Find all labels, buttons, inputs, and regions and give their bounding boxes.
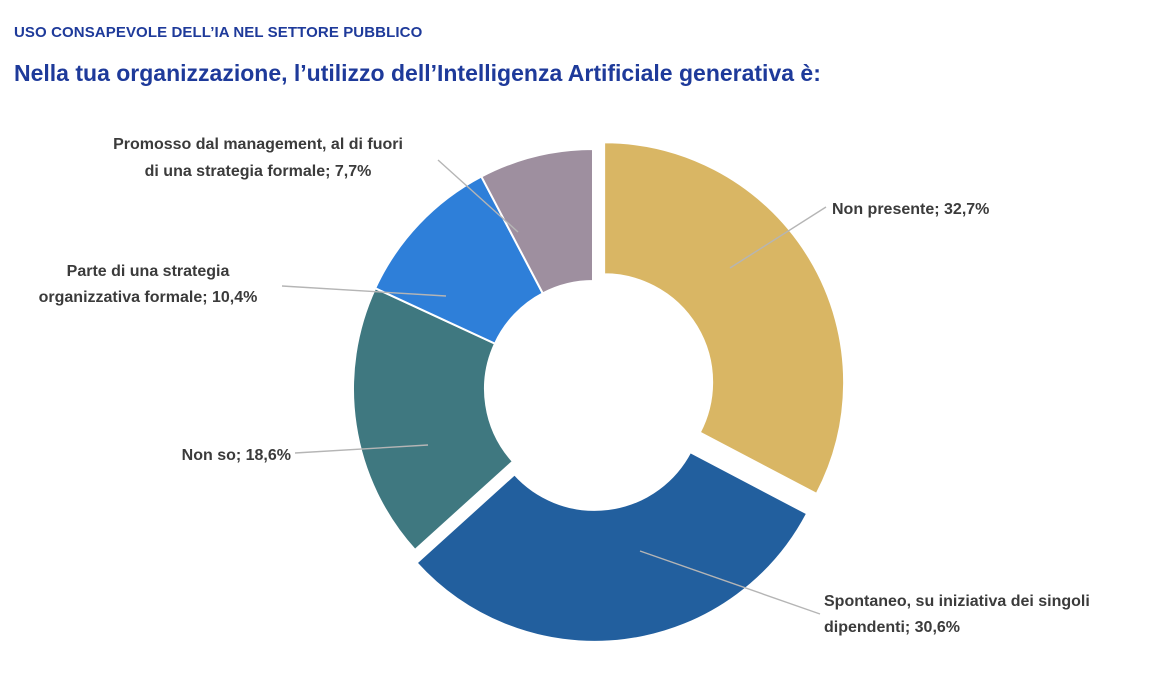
slice-label: Non presente; 32,7% <box>832 201 989 218</box>
donut-slice <box>480 147 594 295</box>
donut-slice <box>415 450 809 643</box>
chart-kicker: USO CONSAPEVOLE DELL’IA NEL SETTORE PUBB… <box>14 24 423 41</box>
chart-title: Nella tua organizzazione, l’utilizzo del… <box>14 60 821 86</box>
leader-line <box>639 550 821 615</box>
leader-line <box>437 159 519 233</box>
slice-label: Non so; 18,6% <box>182 447 291 464</box>
leader-line <box>294 444 429 454</box>
leader-line <box>729 206 827 269</box>
slice-label: di una strategia formale; 7,7% <box>145 163 372 180</box>
slice-label: Spontaneo, su iniziativa dei singoli <box>824 593 1090 610</box>
donut-slice <box>603 141 846 496</box>
slice-label: Parte di una strategia <box>67 263 230 280</box>
leader-line <box>281 285 447 297</box>
slice-label: Promosso dal management, al di fuori <box>113 136 403 153</box>
slice-label: dipendenti; 30,6% <box>824 619 960 636</box>
donut-slice <box>352 286 515 552</box>
slice-label: organizzativa formale; 10,4% <box>39 289 258 306</box>
